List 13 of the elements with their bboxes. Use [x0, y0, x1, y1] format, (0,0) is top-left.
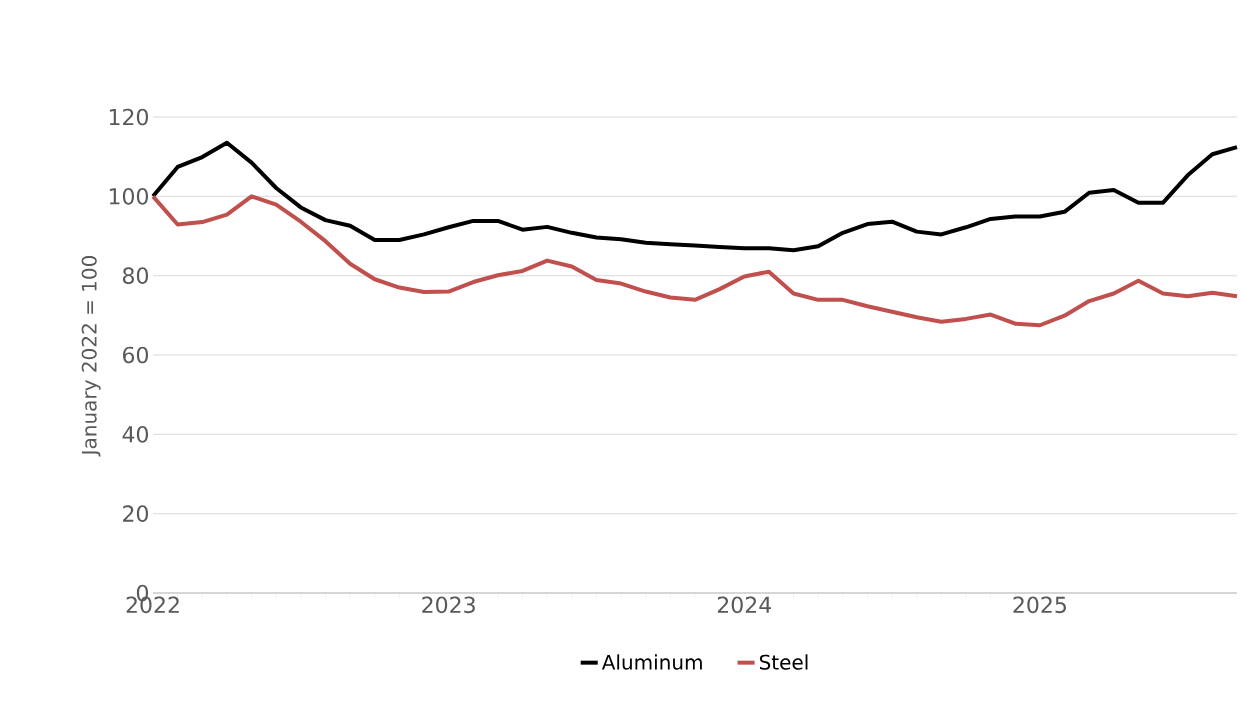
y-tick-label: 20 — [123, 505, 148, 522]
x-tick-label: 2023 — [422, 596, 475, 614]
legend-label: Steel — [759, 654, 808, 670]
y-tick-label: 100 — [109, 188, 148, 205]
y-axis-title: January 2022 = 100 — [81, 255, 101, 457]
y-tick-label: 120 — [109, 108, 148, 126]
legend-label: Aluminum — [601, 654, 702, 670]
y-tick-label: 80 — [122, 267, 148, 284]
y-tick-label: 40 — [122, 426, 148, 443]
x-tick-label: 2025 — [1013, 596, 1066, 614]
y-tick-label: 60 — [123, 346, 148, 364]
x-tick-label: 2024 — [717, 596, 772, 614]
line-series — [151, 140, 1239, 253]
